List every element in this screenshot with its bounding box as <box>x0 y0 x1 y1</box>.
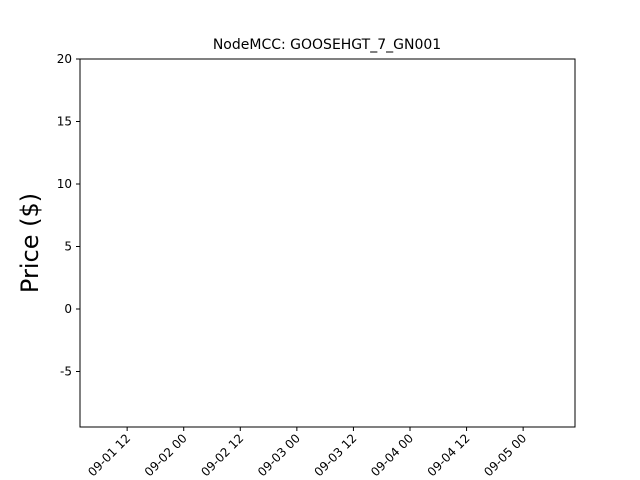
x-tick-label: 09-04 00 <box>368 431 416 479</box>
y-tick-label: 5 <box>64 240 72 254</box>
y-axis-label: Price ($) <box>16 193 44 293</box>
x-tick-label: 09-03 00 <box>255 431 303 479</box>
x-tick-label: 09-01 12 <box>85 431 133 479</box>
y-tick-label: 20 <box>57 52 72 66</box>
x-tick-label: 09-03 12 <box>311 431 359 479</box>
y-tick-label: 15 <box>57 115 72 129</box>
x-tick-label: 09-02 12 <box>198 431 246 479</box>
y-tick-label: 10 <box>57 177 72 191</box>
x-tick-label: 09-04 12 <box>425 431 473 479</box>
x-tick-label: 09-02 00 <box>142 431 190 479</box>
y-tick-label: 0 <box>64 302 72 316</box>
plot-frame <box>79 58 576 428</box>
chart-title: NodeMCC: GOOSEHGT_7_GN001 <box>213 37 441 53</box>
x-tick-label: 09-05 00 <box>481 431 529 479</box>
y-tick-label: -5 <box>60 365 72 379</box>
